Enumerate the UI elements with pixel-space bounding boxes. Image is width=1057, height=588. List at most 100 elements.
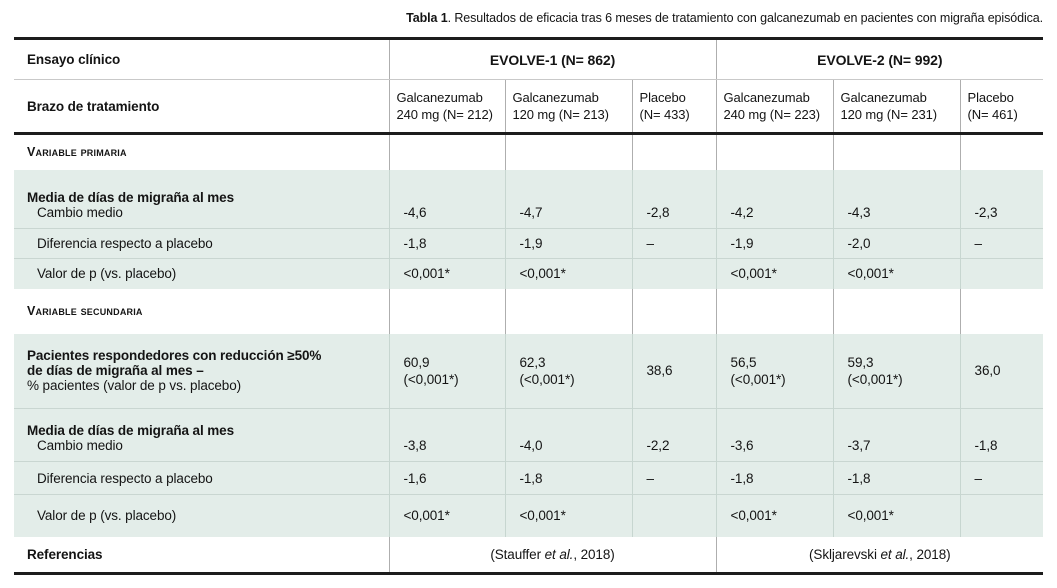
reference-evolve2: (Skljarevski et al., 2018) xyxy=(715,536,1044,574)
row-label: Pacientes respondedores con reducción ≥5… xyxy=(14,333,389,409)
arm-dose: 240 mg (N= 212) xyxy=(396,107,494,122)
value-cell: -4,2 xyxy=(715,169,834,229)
section-title-primary: Variable primaria xyxy=(27,145,127,160)
reference-etal: et al. xyxy=(880,546,910,562)
arm-dose: 120 mg (N= 213) xyxy=(512,107,610,122)
value-cell: -2,3 xyxy=(959,169,1044,229)
value-cell: -1,9 xyxy=(504,228,632,259)
table-caption-text: . Resultados de eficacia tras 6 meses de… xyxy=(447,11,1044,25)
row-label: Diferencia respecto a placebo xyxy=(14,461,389,495)
arm-header: Placebo (N= 433) xyxy=(631,79,717,135)
table-caption-number: Tabla 1 xyxy=(406,11,448,25)
value-cell: -1,8 xyxy=(715,461,834,495)
arm-header: Galcanezumab 240 mg (N= 212) xyxy=(388,79,505,135)
value-cell: -1,8 xyxy=(504,461,632,495)
row-label: Valor de p (vs. placebo) xyxy=(14,258,389,289)
value-cell: – xyxy=(631,228,717,259)
table-row-primary-diff-placebo: Diferencia respecto a placebo -1,8 -1,9 … xyxy=(14,228,1044,259)
arm-dose: 120 mg (N= 231) xyxy=(840,107,938,122)
table-caption: Tabla 1. Resultados de eficacia tras 6 m… xyxy=(14,0,1043,37)
arm-header: Galcanezumab 120 mg (N= 231) xyxy=(832,79,961,135)
row-label-main: Media de días de migraña al mes xyxy=(27,190,234,205)
arm-header: Galcanezumab 240 mg (N= 223) xyxy=(715,79,834,135)
row-label-sub: Cambio medio xyxy=(37,438,123,453)
value-cell: -4,0 xyxy=(504,408,632,462)
table-row-primary-p-value: Valor de p (vs. placebo) <0,001* <0,001*… xyxy=(14,258,1044,289)
reference-etal: et al. xyxy=(544,546,574,562)
value-cell: <0,001* xyxy=(388,494,505,537)
value-cell: -1,8 xyxy=(832,461,961,495)
table-row-secondary-mean-change: Media de días de migraña al mes Cambio m… xyxy=(14,408,1044,462)
value-cell: <0,001* xyxy=(504,258,632,289)
reference-evolve1: (Stauffer et al., 2018) xyxy=(388,536,717,574)
value-cell: -3,6 xyxy=(715,408,834,462)
table-row-arms: Brazo de tratamiento Galcanezumab 240 mg… xyxy=(14,79,1044,135)
value-cell: -4,6 xyxy=(388,169,505,229)
value-cell: -2,2 xyxy=(631,408,717,462)
row-label-main2: de días de migraña al mes – xyxy=(27,363,204,379)
arm-dose: (N= 433) xyxy=(639,107,690,122)
table-row-secondary-diff-placebo: Diferencia respecto a placebo -1,6 -1,8 … xyxy=(14,461,1044,495)
value-cell xyxy=(631,494,717,537)
arm-drug: Galcanezumab xyxy=(512,90,599,105)
efficacy-results-table: Ensayo clínico EVOLVE-1 (N= 862) EVOLVE-… xyxy=(14,37,1044,575)
value-cell: -2,0 xyxy=(832,228,961,259)
trial-name-evolve2: EVOLVE-2 (N= 992) xyxy=(715,38,1044,80)
value-cell: <0,001* xyxy=(504,494,632,537)
reference-text: , 2018) xyxy=(573,546,615,562)
value-cell: <0,001* xyxy=(715,494,834,537)
value-cell: 38,6 xyxy=(631,333,717,409)
value-cell xyxy=(959,494,1044,537)
value-cell: <0,001* xyxy=(715,258,834,289)
arm-drug: Galcanezumab xyxy=(840,90,927,105)
value-cell: – xyxy=(959,461,1044,495)
row-label-main: Media de días de migraña al mes xyxy=(27,423,234,438)
section-title-secondary: Variable secundaria xyxy=(27,304,143,318)
value-cell: 60,9 (<0,001*) xyxy=(388,333,505,409)
trial-row-label: Ensayo clínico xyxy=(14,38,389,80)
row-label-sub: % pacientes (valor de p vs. placebo) xyxy=(27,378,242,394)
table-row-trials: Ensayo clínico EVOLVE-1 (N= 862) EVOLVE-… xyxy=(14,38,1044,80)
reference-text: (Stauffer xyxy=(490,546,545,562)
arm-drug: Placebo xyxy=(967,90,1014,105)
value-cell: <0,001* xyxy=(388,258,505,289)
value-cell: -3,8 xyxy=(388,408,505,462)
row-label: Media de días de migraña al mes Cambio m… xyxy=(14,169,389,229)
arm-row-label: Brazo de tratamiento xyxy=(14,79,389,135)
references-label: Referencias xyxy=(27,546,103,562)
value-cell: <0,001* xyxy=(832,494,961,537)
row-label: Diferencia respecto a placebo xyxy=(14,228,389,259)
value-cell: -1,8 xyxy=(388,228,505,259)
value-cell: -1,8 xyxy=(959,408,1044,462)
value-cell: -2,8 xyxy=(631,169,717,229)
arm-header: Galcanezumab 120 mg (N= 213) xyxy=(504,79,632,135)
row-label: Media de días de migraña al mes Cambio m… xyxy=(14,408,389,462)
table-row-secondary-p-value: Valor de p (vs. placebo) <0,001* <0,001*… xyxy=(14,494,1044,537)
value-cell: -1,9 xyxy=(715,228,834,259)
arm-drug: Galcanezumab xyxy=(396,90,483,105)
value-cell xyxy=(959,258,1044,289)
reference-text: (Skljarevski xyxy=(809,546,881,562)
value-cell: 36,0 xyxy=(959,333,1044,409)
arm-header: Placebo (N= 461) xyxy=(959,79,1044,135)
arm-dose: 240 mg (N= 223) xyxy=(723,107,821,122)
arm-drug: Placebo xyxy=(639,90,686,105)
value-cell xyxy=(631,258,717,289)
arm-dose: (N= 461) xyxy=(967,107,1018,122)
reference-text: , 2018) xyxy=(909,546,951,562)
row-label-sub: Cambio medio xyxy=(37,205,123,220)
value-cell: – xyxy=(959,228,1044,259)
value-cell: 59,3 (<0,001*) xyxy=(832,333,961,409)
value-cell: -4,7 xyxy=(504,169,632,229)
value-cell: <0,001* xyxy=(832,258,961,289)
arm-drug: Galcanezumab xyxy=(723,90,810,105)
value-cell: 62,3 (<0,001*) xyxy=(504,333,632,409)
value-cell: -3,7 xyxy=(832,408,961,462)
value-cell: -4,3 xyxy=(832,169,961,229)
table-row-responders: Pacientes respondedores con reducción ≥5… xyxy=(14,333,1044,409)
value-cell: – xyxy=(631,461,717,495)
table-row-references: Referencias (Stauffer et al., 2018) (Skl… xyxy=(14,536,1044,574)
trial-name-evolve1: EVOLVE-1 (N= 862) xyxy=(388,38,717,80)
row-label: Valor de p (vs. placebo) xyxy=(14,494,389,537)
